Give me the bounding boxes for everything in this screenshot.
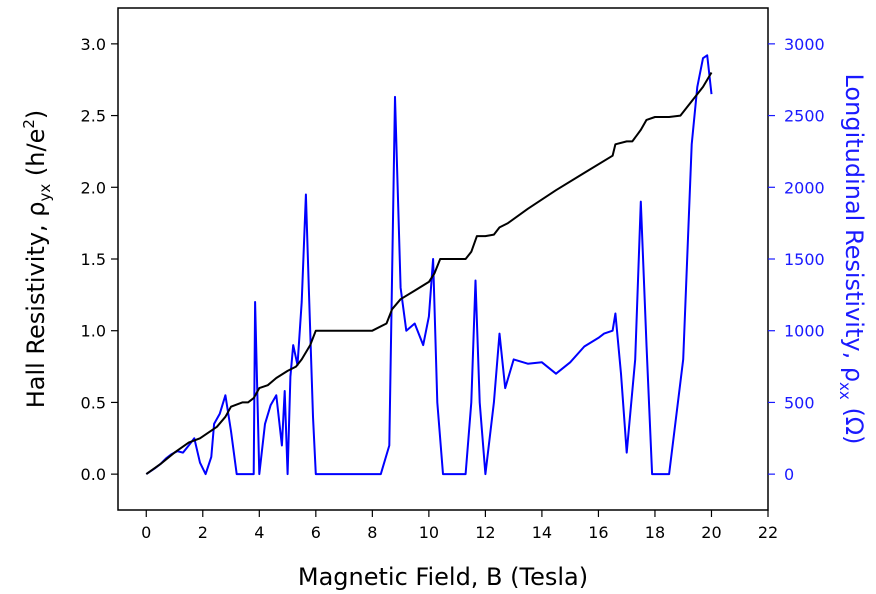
x-tick-label: 20 (701, 523, 721, 542)
y-left-tick-label: 3.0 (81, 35, 106, 54)
y-left-sub: yx (36, 184, 54, 202)
y-left-tick-label: 2.0 (81, 178, 106, 197)
y-right-tick-label: 1500 (784, 250, 825, 269)
y-right-sub: xx (836, 382, 854, 400)
y-left-tick-label: 2.5 (81, 107, 106, 126)
y-axis-right-label: Longitudinal Resistivity, ρxx (Ω) (836, 73, 868, 444)
y-left-unit: (h/e (22, 129, 50, 184)
series-layer (145, 54, 713, 476)
x-tick-label: 16 (588, 523, 608, 542)
hall-resistivity-line (145, 71, 713, 475)
x-tick-label: 10 (419, 523, 439, 542)
y-left-tick-label: 1.5 (81, 250, 106, 269)
y-right-tick-label: 2000 (784, 178, 825, 197)
x-tick-label: 4 (254, 523, 264, 542)
tick-layer: 0 2 4 6 8 10 12 14 16 18 20 22 0.0 0.5 1.0 1.5 2.0 2.5 3.0… (81, 35, 825, 542)
x-tick-label: 6 (311, 523, 321, 542)
y-right-tick-label: 3000 (784, 35, 825, 54)
y-right-tick-label: 2500 (784, 107, 825, 126)
y-left-tick-label: 1.0 (81, 322, 106, 341)
y-left-close: ) (22, 110, 50, 119)
y-right-tick-label: 1000 (784, 322, 825, 341)
y-left-text: Hall Resistivity, ρ (22, 201, 50, 408)
x-tick-label: 22 (758, 523, 778, 542)
x-axis-label: Magnetic Field, B (Tesla) (298, 563, 588, 591)
longitudinal-resistivity-line (145, 54, 713, 476)
y-right-unit: (Ω) (840, 400, 868, 445)
y-right-tick-label: 500 (784, 393, 815, 412)
x-tick-label: 8 (367, 523, 377, 542)
x-tick-label: 12 (475, 523, 495, 542)
y-right-tick-label: 0 (784, 465, 794, 484)
y-right-text: Longitudinal Resistivity, ρ (840, 73, 868, 382)
x-tick-label: 18 (645, 523, 665, 542)
y-left-tick-label: 0.5 (81, 393, 106, 412)
y-left-tick-label: 0.0 (81, 465, 106, 484)
x-tick-label: 14 (532, 523, 552, 542)
x-tick-label: 2 (198, 523, 208, 542)
y-left-sup: 2 (20, 119, 38, 129)
x-tick-label: 0 (141, 523, 151, 542)
y-axis-left-label: Hall Resistivity, ρyx (h/e2) (20, 110, 54, 409)
